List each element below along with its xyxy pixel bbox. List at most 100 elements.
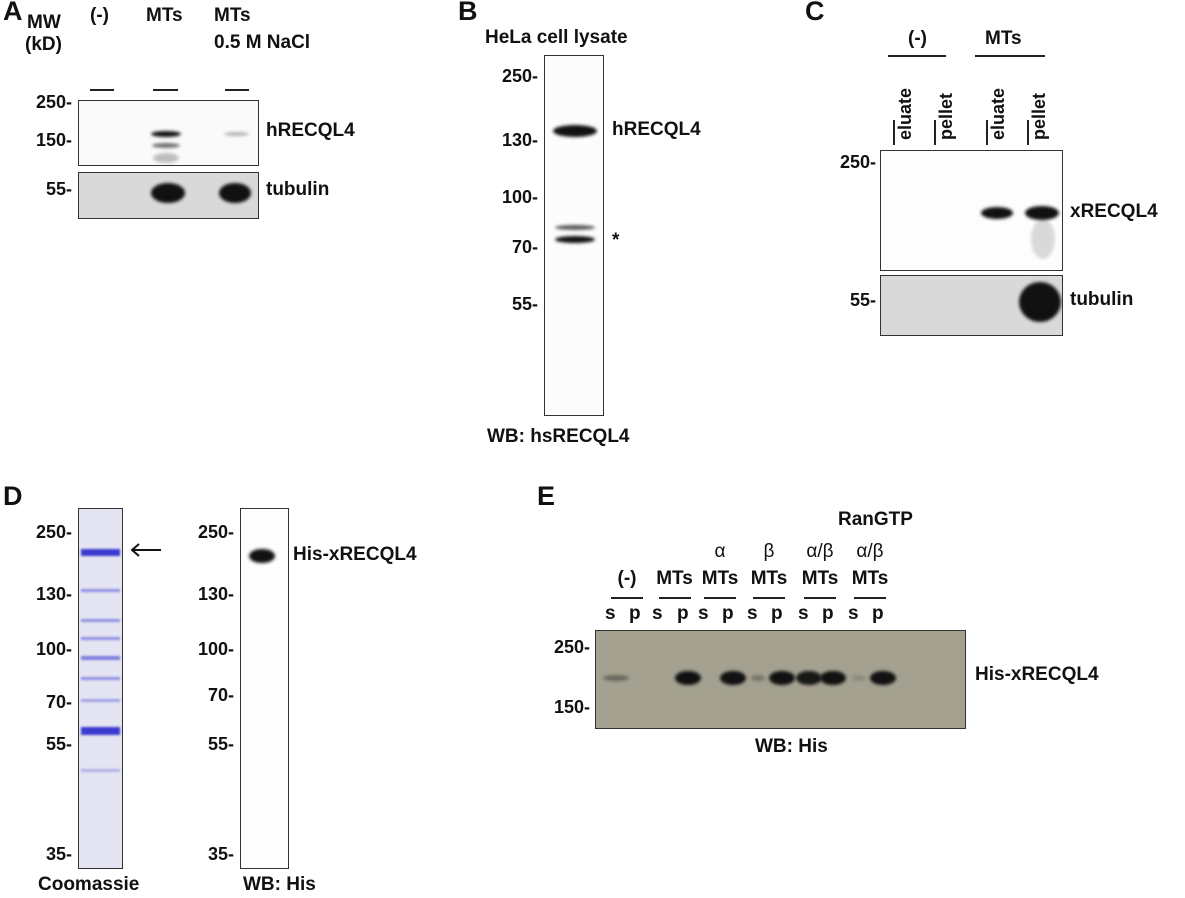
group-label: MTs <box>750 568 788 589</box>
asterisk-label: * <box>612 230 620 251</box>
fraction-label: eluate <box>988 87 1008 140</box>
band <box>81 727 120 735</box>
band <box>555 225 595 230</box>
lane-line <box>986 120 988 145</box>
treatment-label: α/β <box>856 541 884 562</box>
group-line <box>704 597 736 599</box>
fraction-label: p <box>872 603 884 624</box>
wb-label: WB: hsRECQL4 <box>487 426 630 447</box>
mw-tick: 35- <box>45 844 72 864</box>
group-label: MTs <box>701 568 739 589</box>
blot-tubulin <box>78 172 259 219</box>
blot-hrecql4 <box>78 100 259 166</box>
band <box>81 769 120 772</box>
fraction-label: p <box>822 603 834 624</box>
mw-tick: 100- <box>197 639 234 659</box>
group-label: MTs <box>801 568 839 589</box>
group-label: (-) <box>617 568 637 589</box>
group-line <box>888 55 946 57</box>
fraction-label: p <box>677 603 689 624</box>
fraction-label: pellet <box>1029 92 1049 140</box>
arrow-icon <box>130 543 161 557</box>
mw-tick: 130- <box>197 584 234 604</box>
band <box>219 183 251 203</box>
mw-tick: 70- <box>511 237 538 257</box>
band <box>81 677 120 680</box>
mw-label: MW <box>27 12 61 33</box>
lane-sublabel: 0.5 M NaCl <box>214 32 311 53</box>
fraction-label: s <box>747 603 758 624</box>
fraction-label: s <box>605 603 616 624</box>
band <box>751 675 765 681</box>
mw-tick: 250- <box>553 637 590 657</box>
lane-label: (-) <box>90 5 109 26</box>
band <box>81 637 120 640</box>
mw-tick: 150- <box>553 697 590 717</box>
coomassie-gel <box>78 508 123 869</box>
band <box>796 671 822 685</box>
group-line <box>975 55 1045 57</box>
rangtp-label: RanGTP <box>838 509 913 530</box>
blot-label: tubulin <box>1070 289 1134 310</box>
mw-tick: 100- <box>501 187 538 207</box>
band <box>981 207 1013 219</box>
mw-tick: 70- <box>45 692 72 712</box>
mw-tick: 130- <box>35 584 72 604</box>
group-label: MTs <box>656 568 693 589</box>
lane-line <box>893 120 895 145</box>
kd-label: (kD) <box>25 34 62 55</box>
band <box>151 183 185 203</box>
band <box>555 236 595 243</box>
mw-tick: 55- <box>45 734 72 754</box>
wb-label: WB: His <box>243 874 316 895</box>
lane-line <box>225 89 249 91</box>
treatment-label: β <box>763 541 775 562</box>
panel-a-letter: A <box>3 0 23 26</box>
mw-tick: 100- <box>35 639 72 659</box>
lane-line <box>153 89 178 91</box>
group-line <box>804 597 836 599</box>
band <box>81 589 120 592</box>
blot-hela <box>544 55 604 416</box>
fraction-label: p <box>722 603 734 624</box>
group-line <box>854 597 886 599</box>
band <box>1019 282 1061 322</box>
band <box>769 671 795 685</box>
fraction-label: pellet <box>936 92 956 140</box>
mw-tick: 250- <box>197 522 234 542</box>
blot-label: xRECQL4 <box>1070 201 1158 222</box>
band <box>81 699 120 702</box>
band <box>820 671 846 685</box>
panel-d-letter: D <box>3 481 23 511</box>
group-line <box>611 597 643 599</box>
blot-label: hRECQL4 <box>612 119 701 140</box>
band <box>1025 206 1059 220</box>
panel-b-letter: B <box>458 0 478 26</box>
blot-tubulin <box>880 275 1063 336</box>
mw-tick: 35- <box>207 844 234 864</box>
band <box>1031 219 1055 259</box>
band <box>675 671 701 685</box>
band <box>852 675 866 681</box>
fraction-label: s <box>798 603 809 624</box>
blot-e-his <box>595 630 966 729</box>
mw-tick: 55- <box>207 734 234 754</box>
band <box>151 131 181 137</box>
band <box>249 549 275 563</box>
wb-label: WB: His <box>755 736 828 757</box>
blot-his <box>240 508 289 869</box>
group-label: MTs <box>985 28 1022 49</box>
group-label: (-) <box>908 28 927 49</box>
fraction-label: s <box>848 603 859 624</box>
group-line <box>658 597 691 599</box>
coomassie-label: Coomassie <box>38 874 140 895</box>
band <box>720 671 746 685</box>
blot-label: His-xRECQL4 <box>975 664 1099 685</box>
band <box>553 125 597 137</box>
band <box>81 549 120 556</box>
fraction-label: eluate <box>895 87 915 140</box>
lane-line <box>934 120 936 145</box>
blot-xrecql4 <box>880 150 1063 271</box>
blot-label: His-xRECQL4 <box>293 544 417 565</box>
lane-line <box>1027 120 1029 145</box>
